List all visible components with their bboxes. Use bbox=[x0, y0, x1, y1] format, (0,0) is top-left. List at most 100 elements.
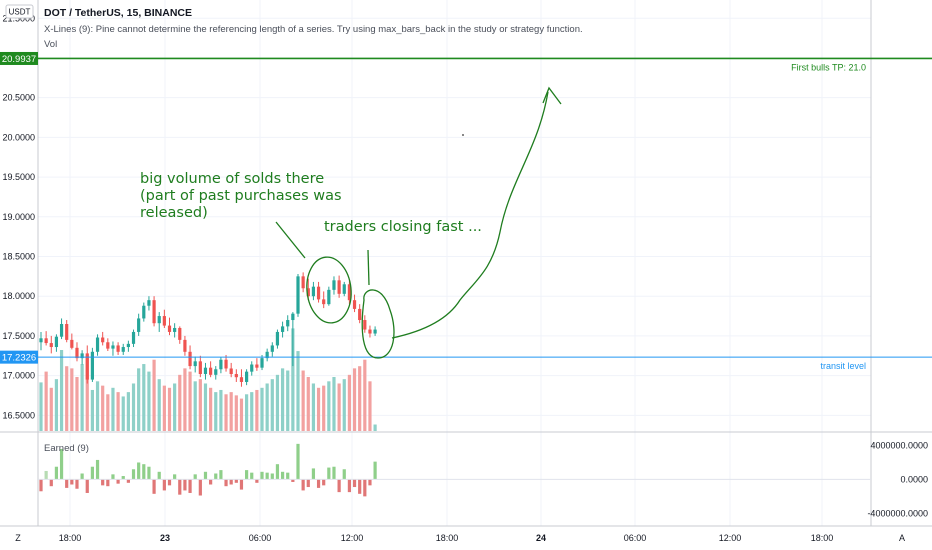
earned-pane-title[interactable]: Earned (9) bbox=[44, 443, 89, 454]
candle[interactable] bbox=[178, 326, 182, 344]
volume-bar bbox=[90, 389, 94, 431]
candle[interactable] bbox=[116, 342, 120, 355]
zoom-button[interactable]: Z bbox=[15, 533, 21, 543]
volume-bar bbox=[332, 377, 336, 431]
drawing-annotations[interactable] bbox=[275, 86, 562, 359]
candle-body bbox=[95, 337, 100, 352]
candle[interactable] bbox=[167, 317, 172, 336]
candle[interactable] bbox=[203, 362, 208, 380]
earned-bar bbox=[363, 479, 367, 497]
candle[interactable] bbox=[49, 335, 53, 354]
earned-bar bbox=[280, 471, 285, 480]
candle-body bbox=[183, 339, 187, 352]
candle-body bbox=[311, 286, 316, 297]
candle[interactable] bbox=[44, 331, 48, 346]
candle[interactable] bbox=[280, 321, 285, 338]
candle[interactable] bbox=[250, 361, 254, 376]
candle[interactable] bbox=[65, 320, 69, 343]
candle[interactable] bbox=[85, 345, 89, 384]
candle[interactable] bbox=[152, 296, 156, 327]
candle[interactable] bbox=[311, 281, 316, 301]
small-dot bbox=[462, 134, 464, 136]
candle[interactable] bbox=[332, 276, 336, 295]
candle[interactable] bbox=[255, 358, 259, 371]
volume-bar bbox=[131, 383, 136, 431]
candle[interactable] bbox=[373, 326, 377, 336]
candle[interactable] bbox=[198, 355, 202, 378]
candle[interactable] bbox=[234, 369, 238, 382]
candle[interactable] bbox=[342, 281, 346, 297]
candle[interactable] bbox=[137, 313, 141, 336]
candle-body bbox=[116, 345, 120, 352]
candle[interactable] bbox=[95, 334, 100, 356]
candle[interactable] bbox=[301, 272, 305, 293]
candle[interactable] bbox=[214, 366, 218, 380]
candle[interactable] bbox=[39, 331, 43, 351]
candle[interactable] bbox=[322, 291, 326, 309]
candles[interactable] bbox=[39, 272, 377, 387]
earned-bar bbox=[95, 459, 100, 480]
candle[interactable] bbox=[352, 294, 357, 313]
candle[interactable] bbox=[162, 309, 166, 328]
candle-body bbox=[342, 284, 346, 294]
candle[interactable] bbox=[265, 348, 269, 362]
earned-bar bbox=[44, 470, 48, 480]
candle-body bbox=[203, 367, 208, 375]
candle[interactable] bbox=[121, 343, 125, 355]
candle[interactable] bbox=[358, 304, 362, 324]
candle[interactable] bbox=[142, 302, 146, 322]
candle[interactable] bbox=[54, 334, 59, 352]
candle[interactable] bbox=[70, 333, 74, 350]
candle[interactable] bbox=[337, 275, 341, 298]
volume-bar bbox=[234, 395, 238, 431]
volume-legend[interactable]: Vol bbox=[44, 39, 57, 50]
candle[interactable] bbox=[327, 286, 331, 306]
candle[interactable] bbox=[347, 280, 351, 305]
candle[interactable] bbox=[316, 281, 321, 303]
candle[interactable] bbox=[368, 325, 372, 338]
volume-bar bbox=[270, 379, 274, 431]
candle[interactable] bbox=[270, 342, 274, 357]
candle[interactable] bbox=[59, 318, 64, 340]
symbol-title[interactable]: DOT / TetherUS, 15, BINANCE bbox=[44, 7, 192, 19]
candle[interactable] bbox=[131, 329, 136, 348]
candle[interactable] bbox=[90, 347, 94, 382]
earned-bar bbox=[265, 472, 269, 480]
candle[interactable] bbox=[183, 335, 187, 356]
earned-tick-label: -4000000.0000 bbox=[867, 508, 928, 518]
candle-body bbox=[373, 329, 377, 334]
candle[interactable] bbox=[106, 338, 110, 351]
candle-body bbox=[75, 347, 79, 359]
time-tick-label: 24 bbox=[536, 533, 546, 543]
candle[interactable] bbox=[363, 315, 367, 333]
candle[interactable] bbox=[75, 342, 79, 362]
auto-scale-button[interactable]: A bbox=[899, 533, 905, 543]
candle[interactable] bbox=[157, 312, 161, 332]
candle[interactable] bbox=[229, 362, 233, 378]
candle-body bbox=[126, 343, 130, 348]
earned-bar bbox=[65, 479, 69, 488]
currency-button[interactable]: USDT bbox=[5, 4, 34, 19]
candle[interactable] bbox=[101, 331, 105, 346]
candle[interactable] bbox=[111, 341, 115, 356]
candle[interactable] bbox=[239, 369, 244, 387]
candle-body bbox=[44, 338, 48, 344]
candle[interactable] bbox=[209, 361, 213, 378]
pointer-line bbox=[275, 221, 306, 259]
candle[interactable] bbox=[224, 354, 228, 372]
candle[interactable] bbox=[126, 340, 130, 352]
volume-bar bbox=[373, 424, 377, 431]
candle[interactable] bbox=[286, 315, 290, 332]
candle[interactable] bbox=[173, 323, 177, 338]
candle[interactable] bbox=[193, 356, 197, 373]
volume-bar bbox=[44, 371, 48, 431]
earned-bar bbox=[270, 473, 274, 480]
candle[interactable] bbox=[147, 296, 151, 311]
candle[interactable] bbox=[219, 357, 223, 374]
candle[interactable] bbox=[296, 273, 300, 317]
candle[interactable] bbox=[245, 369, 249, 386]
candle[interactable] bbox=[275, 329, 280, 349]
candle-body bbox=[209, 367, 213, 375]
candle-body bbox=[167, 325, 172, 332]
